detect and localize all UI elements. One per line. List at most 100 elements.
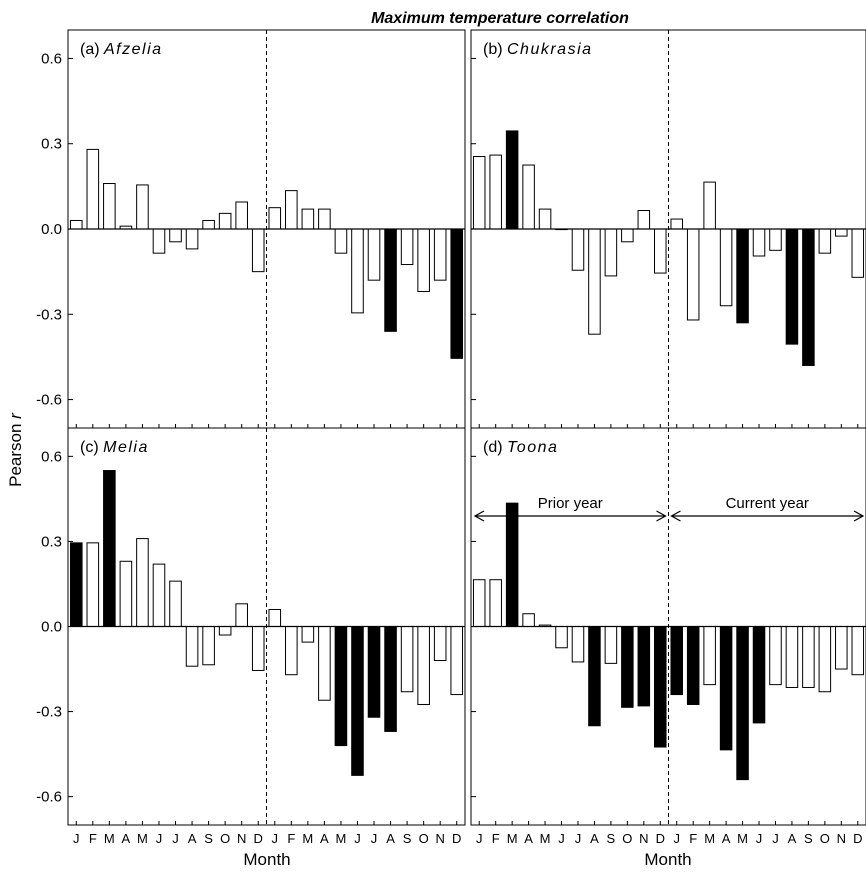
x-tick-label: J bbox=[371, 831, 378, 846]
x-tick-label: F bbox=[492, 831, 500, 846]
x-tick-label: S bbox=[204, 831, 213, 846]
bar-o-current bbox=[417, 228, 430, 293]
x-tick-label: J bbox=[476, 831, 483, 846]
y-tick-label: 0.3 bbox=[41, 136, 62, 153]
bar-j-current bbox=[367, 626, 381, 718]
x-tick-label: M bbox=[540, 831, 551, 846]
x-tick-label: N bbox=[837, 831, 846, 846]
x-tick-label: N bbox=[435, 831, 444, 846]
bar-n-current bbox=[835, 228, 848, 237]
bar-a-prior bbox=[588, 626, 601, 727]
x-tick-label: D bbox=[656, 831, 665, 846]
x-tick-label: F bbox=[287, 831, 295, 846]
bar-j-prior bbox=[69, 219, 83, 230]
bar-j-prior bbox=[69, 542, 83, 628]
x-tick-label: J bbox=[575, 831, 582, 846]
bar-a-current bbox=[318, 208, 331, 230]
bar-j-current bbox=[367, 228, 381, 281]
bar-j-current bbox=[268, 207, 282, 230]
panel-1: 0.6 0.3 0.0 -0.3 -0.6 (a) Afzelia bbox=[36, 29, 466, 429]
bar-a-current bbox=[384, 626, 397, 732]
x-tick-label: S bbox=[403, 831, 412, 846]
bar-f-current bbox=[285, 190, 298, 230]
bar-a-current bbox=[785, 228, 799, 345]
x-tick-label: M bbox=[737, 831, 748, 846]
bar-d-prior bbox=[654, 626, 667, 748]
bar-a-current bbox=[719, 626, 733, 751]
x-tick-label: O bbox=[622, 831, 632, 846]
bar-m-current bbox=[703, 181, 716, 230]
bar-a-prior bbox=[588, 228, 601, 335]
bar-d-current bbox=[851, 626, 865, 676]
panel-label: (b) Chukrasia bbox=[483, 41, 593, 58]
bar-a-prior bbox=[522, 613, 535, 627]
bar-a-current bbox=[785, 626, 799, 688]
y-tick-label: 0.6 bbox=[41, 50, 62, 67]
x-tick-label: M bbox=[704, 831, 715, 846]
bar-j-prior bbox=[555, 626, 568, 649]
bar-j-prior bbox=[472, 156, 486, 230]
bar-o-prior bbox=[218, 626, 232, 636]
x-tick-label: J bbox=[354, 831, 361, 846]
bar-n-prior bbox=[235, 201, 248, 230]
bar-n-current bbox=[433, 626, 447, 662]
x-tick-label: A bbox=[590, 831, 599, 846]
x-tick-label: A bbox=[122, 831, 131, 846]
bar-j-prior bbox=[169, 580, 182, 628]
panel-2: (b) Chukrasia bbox=[470, 29, 866, 429]
bar-j-current bbox=[752, 626, 766, 724]
bar-n-current bbox=[835, 626, 848, 670]
x-tick-label: O bbox=[419, 831, 429, 846]
bar-j-prior bbox=[169, 228, 182, 243]
x-tick-label: N bbox=[237, 831, 246, 846]
x-tick-label: A bbox=[722, 831, 731, 846]
bar-a-current bbox=[384, 228, 397, 332]
bar-m-prior bbox=[505, 130, 519, 230]
x-tick-label: M bbox=[137, 831, 148, 846]
bar-o-current bbox=[417, 626, 430, 705]
bar-o-current bbox=[818, 626, 832, 693]
y-tick-label: -0.6 bbox=[36, 789, 62, 806]
y-tick-label: -0.3 bbox=[36, 306, 62, 323]
bar-d-current bbox=[450, 228, 464, 359]
bar-s-current bbox=[400, 626, 414, 693]
bar-m-current bbox=[301, 626, 315, 643]
arrowhead-left bbox=[473, 510, 485, 522]
bar-m-current bbox=[736, 626, 749, 781]
bar-a-prior bbox=[119, 560, 133, 627]
y-tick-label: -0.3 bbox=[36, 704, 62, 721]
panel-label: (c) Melia bbox=[80, 439, 149, 456]
panel-label: (d) Toona bbox=[483, 439, 558, 456]
bar-a-current bbox=[318, 626, 331, 701]
bar-j-current bbox=[268, 608, 282, 628]
current-year-label: Current year bbox=[726, 495, 809, 512]
bar-n-prior bbox=[235, 603, 248, 627]
bar-m-current bbox=[703, 626, 716, 686]
x-tick-label: J bbox=[558, 831, 565, 846]
bar-m-prior bbox=[136, 538, 149, 627]
x-tick-label: M bbox=[507, 831, 518, 846]
bar-d-prior bbox=[251, 626, 265, 671]
bar-m-prior bbox=[103, 183, 116, 230]
bar-o-prior bbox=[621, 228, 634, 243]
bar-o-prior bbox=[621, 626, 634, 708]
bar-m-prior bbox=[136, 184, 149, 230]
panels-group: 0.6 0.3 0.0 -0.3 -0.6 (a) Afzelia (b) Chukrasi… bbox=[36, 29, 866, 846]
x-tick-label: J bbox=[673, 831, 680, 846]
bar-s-current bbox=[802, 626, 815, 688]
x-tick-label: J bbox=[73, 831, 80, 846]
x-tick-label: A bbox=[524, 831, 533, 846]
bar-f-prior bbox=[489, 154, 502, 230]
bar-a-prior bbox=[185, 228, 199, 250]
bar-n-current bbox=[433, 228, 447, 281]
y-tick-label: 0.0 bbox=[41, 221, 62, 238]
x-tick-label: A bbox=[788, 831, 797, 846]
x-tick-label: M bbox=[336, 831, 347, 846]
panel-3: 0.60.30.0-0.3-0.6J F M A M J J A S O N D J F M A M J J A S O N… bbox=[36, 427, 466, 846]
bar-d-prior bbox=[251, 228, 265, 273]
chart-title: Maximum temperature correlation bbox=[371, 10, 629, 27]
x-tick-label: O bbox=[220, 831, 230, 846]
arrowhead-left bbox=[670, 510, 681, 522]
x-tick-label: J bbox=[156, 831, 163, 846]
